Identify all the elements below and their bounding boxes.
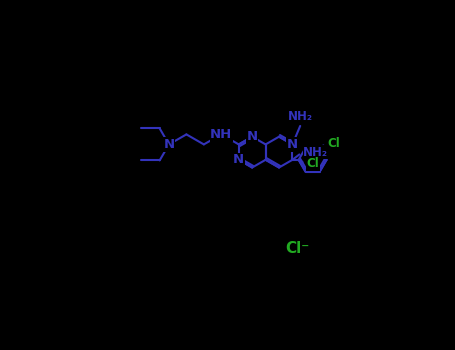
Text: N: N (287, 138, 298, 151)
Text: N: N (247, 130, 258, 143)
Text: Cl: Cl (306, 157, 319, 170)
Text: Cl: Cl (327, 138, 340, 150)
Text: Cl⁻: Cl⁻ (285, 241, 309, 256)
Text: NH₂: NH₂ (288, 110, 313, 123)
Text: NH: NH (210, 128, 233, 141)
Text: NH₂: NH₂ (303, 146, 329, 159)
Text: N: N (233, 153, 244, 166)
Text: N: N (163, 138, 175, 151)
